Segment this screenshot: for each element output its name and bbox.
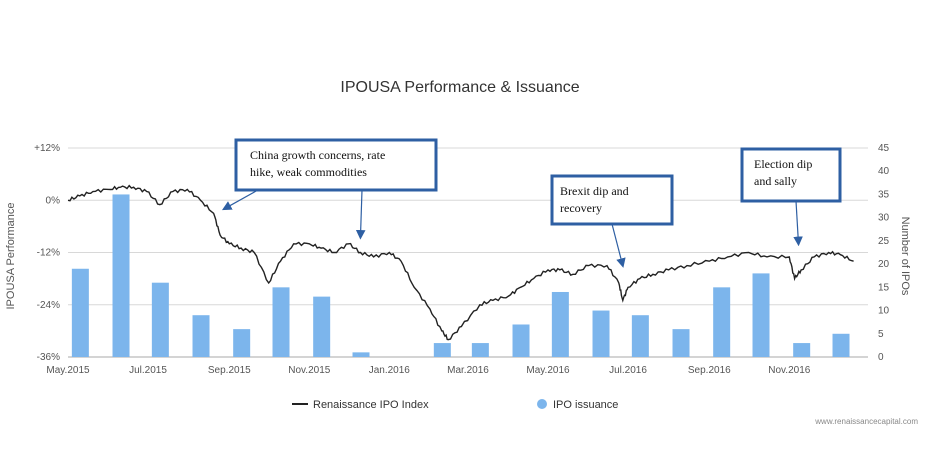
x-tick: Sep.2016 bbox=[688, 365, 731, 376]
callout-arrow-extra bbox=[355, 189, 366, 240]
legend: Renaissance IPO Index IPO issuance bbox=[292, 399, 618, 411]
bar bbox=[793, 343, 811, 357]
callout-box bbox=[740, 147, 842, 203]
x-tick: Nov.2016 bbox=[768, 365, 811, 376]
bar bbox=[592, 310, 610, 357]
callout-text: recovery bbox=[560, 201, 602, 215]
y-right-label: Number of IPOs bbox=[899, 217, 911, 296]
y-right-tick: 30 bbox=[878, 213, 890, 224]
annotations-group: China growth concerns, rate hike, weak co… bbox=[221, 138, 842, 268]
bar bbox=[112, 194, 130, 357]
y-left-label: IPOUSA Performance bbox=[5, 203, 17, 310]
index-line bbox=[67, 184, 854, 341]
callout-text: China growth concerns, rate bbox=[250, 148, 385, 162]
y-right-tick: 15 bbox=[878, 282, 890, 293]
bars-group bbox=[71, 194, 850, 357]
x-axis: May.2015 Jul.2015 Sep.2015 Nov.2015 Jan.2016… bbox=[46, 365, 810, 376]
callout-text: Election dip bbox=[754, 157, 812, 171]
bar bbox=[471, 343, 489, 357]
callout-box bbox=[234, 138, 438, 192]
bar bbox=[352, 352, 370, 357]
y-right-tick: 35 bbox=[878, 189, 890, 200]
bar bbox=[433, 343, 451, 357]
x-tick: Jan.2016 bbox=[369, 365, 411, 376]
bar bbox=[512, 324, 530, 357]
bar bbox=[672, 329, 690, 357]
y-left-tick: -36% bbox=[37, 352, 60, 363]
y-right-tick: 0 bbox=[878, 352, 884, 363]
callout-box bbox=[550, 174, 674, 226]
callout-arrow bbox=[221, 189, 259, 211]
x-tick: Jul.2016 bbox=[609, 365, 647, 376]
legend-bar-swatch bbox=[537, 399, 547, 409]
bar bbox=[313, 296, 331, 357]
y-left-tick: -24% bbox=[37, 300, 60, 311]
callout-arrow bbox=[793, 200, 803, 247]
legend-bar-label: IPO issuance bbox=[553, 399, 618, 411]
bar bbox=[551, 291, 569, 357]
bar bbox=[272, 287, 290, 357]
annotation-callout: China growth concerns, rate hike, weak co… bbox=[221, 138, 438, 211]
legend-line-label: Renaissance IPO Index bbox=[313, 399, 429, 411]
callout-arrow bbox=[611, 223, 626, 268]
y-right-tick: 10 bbox=[878, 306, 890, 317]
right-axis: 45 40 35 30 25 20 15 10 5 0 bbox=[878, 143, 890, 363]
bar bbox=[752, 273, 770, 357]
x-tick: May.2016 bbox=[526, 365, 570, 376]
y-left-tick: 0% bbox=[46, 195, 61, 206]
callout-text: hike, weak commodities bbox=[250, 165, 367, 179]
x-tick: Jul.2015 bbox=[129, 365, 167, 376]
y-left-tick: +12% bbox=[34, 143, 60, 154]
callout-text: and sally bbox=[754, 174, 797, 188]
bar bbox=[832, 333, 850, 357]
bar bbox=[233, 329, 251, 357]
chart-title: IPOUSA Performance & Issuance bbox=[340, 79, 579, 96]
left-axis: +12% 0% -12% -24% -36% bbox=[34, 143, 60, 363]
y-right-tick: 5 bbox=[878, 329, 884, 340]
x-tick: Mar.2016 bbox=[447, 365, 489, 376]
bar bbox=[713, 287, 731, 357]
bar bbox=[151, 282, 169, 357]
bar bbox=[631, 315, 649, 357]
y-right-tick: 20 bbox=[878, 259, 890, 270]
line-group bbox=[67, 184, 854, 341]
callout-text: Brexit dip and bbox=[560, 184, 629, 198]
y-right-tick: 40 bbox=[878, 166, 890, 177]
x-tick: Sep.2015 bbox=[208, 365, 251, 376]
y-right-tick: 45 bbox=[878, 143, 890, 154]
credit-text: www.renaissancecapital.com bbox=[814, 417, 918, 426]
y-left-tick: -12% bbox=[37, 248, 60, 259]
annotation-callout: Brexit dip and recovery bbox=[550, 174, 674, 268]
bar bbox=[192, 315, 210, 357]
x-tick: Nov.2015 bbox=[288, 365, 331, 376]
bar bbox=[71, 268, 89, 357]
y-right-tick: 25 bbox=[878, 236, 890, 247]
x-tick: May.2015 bbox=[46, 365, 90, 376]
annotation-callout: Election dip and sally bbox=[740, 147, 842, 247]
